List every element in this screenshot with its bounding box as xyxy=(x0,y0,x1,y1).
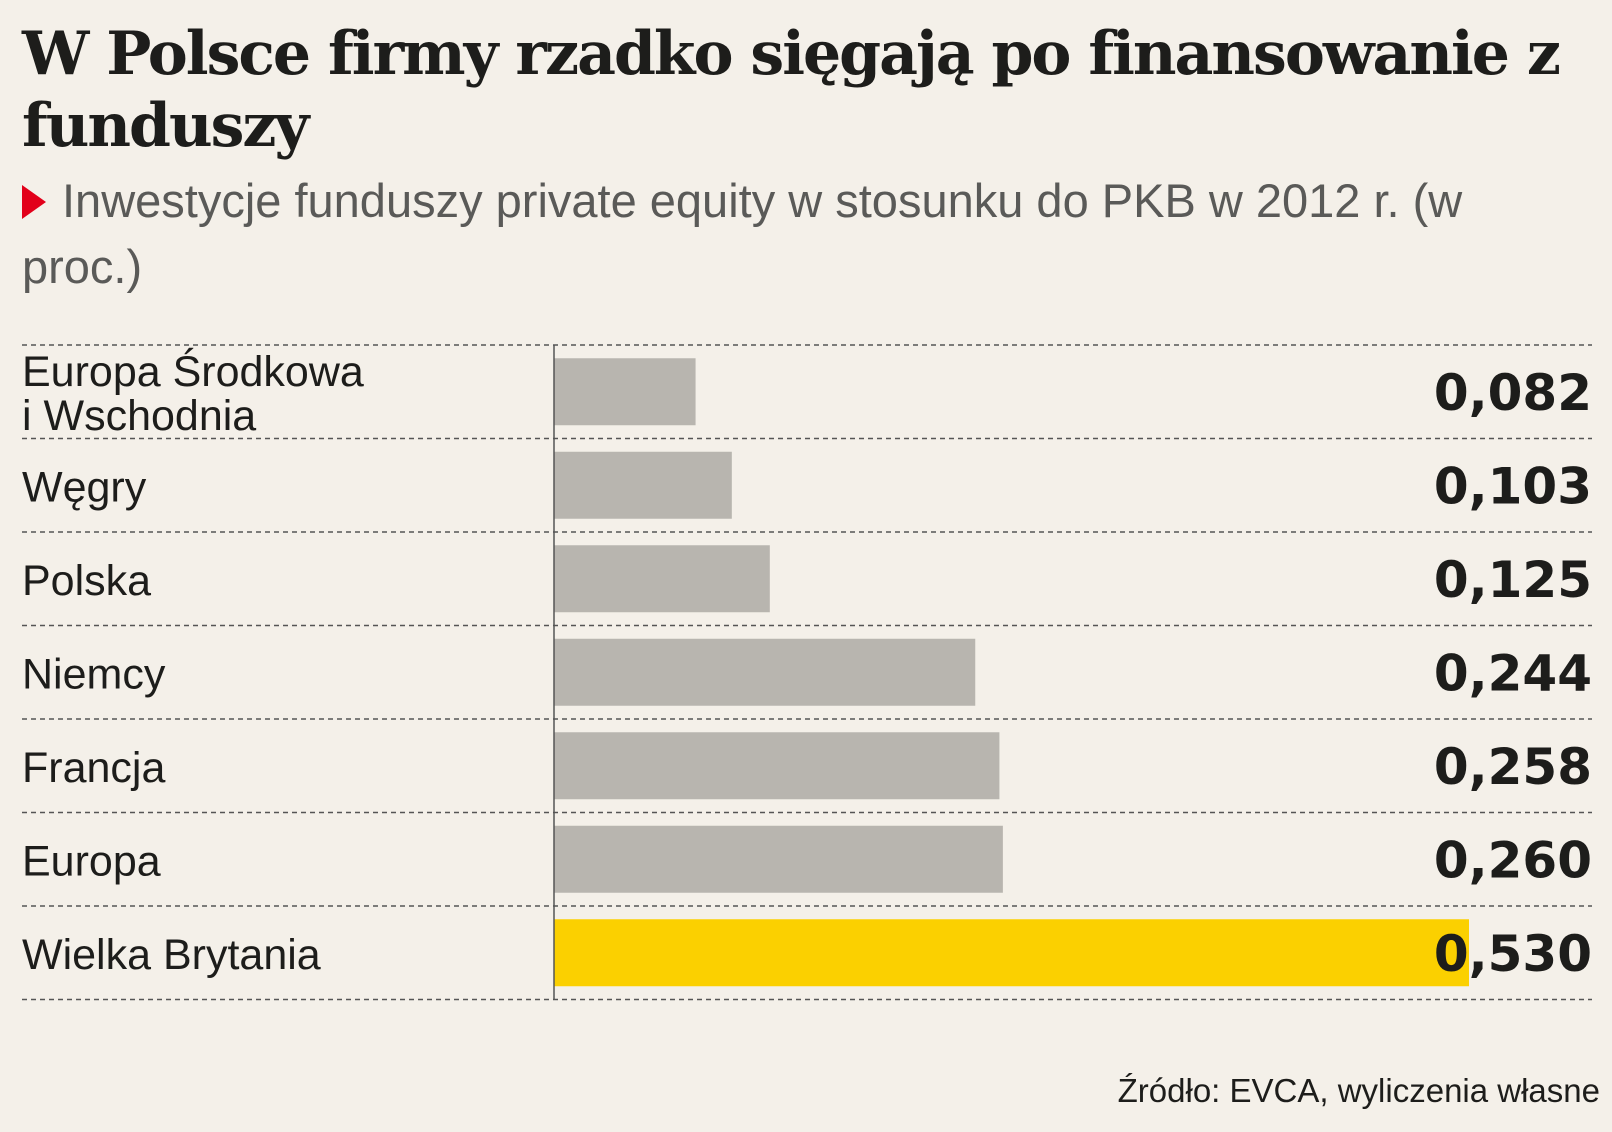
bar xyxy=(554,451,732,519)
chart-title: W Polsce firmy rzadko sięgają po finanso… xyxy=(22,19,1561,161)
value-label: 0,530 xyxy=(1434,925,1592,983)
value-label: 0,125 xyxy=(1434,551,1592,609)
chart-subtitle-text: Inwestycje funduszy private equity w sto… xyxy=(22,174,1463,293)
value-label: 0,082 xyxy=(1434,364,1592,422)
source-note: Źródło: EVCA, wyliczenia własne xyxy=(1117,1072,1600,1109)
bar xyxy=(554,732,1000,800)
chart-subtitle: Inwestycje funduszy private equity w sto… xyxy=(22,168,1562,300)
category-label: Europa Środkowa i Wschodnia xyxy=(22,347,364,440)
value-label: 0,258 xyxy=(1434,738,1592,796)
bar xyxy=(554,919,1469,987)
value-label: 0,244 xyxy=(1434,644,1592,702)
category-label-line: Europa Środkowa xyxy=(22,347,364,396)
triangle-marker-icon xyxy=(22,185,46,219)
bar xyxy=(554,638,976,706)
category-label: Francja xyxy=(22,744,165,792)
category-label-line: i Wschodnia xyxy=(22,392,256,440)
bar-chart: Europa Środkowa i Wschodnia 0,082 Węgry 0,10… xyxy=(22,344,1592,1001)
bar xyxy=(554,358,696,426)
category-label: Wielka Brytania xyxy=(22,931,321,979)
category-label: Polska xyxy=(22,557,151,605)
bar xyxy=(554,825,1003,893)
bar xyxy=(554,545,770,613)
category-label: Węgry xyxy=(22,463,147,511)
value-label: 0,103 xyxy=(1434,457,1592,515)
value-label: 0,260 xyxy=(1434,831,1592,889)
category-label: Europa xyxy=(22,837,161,885)
category-label: Niemcy xyxy=(22,650,166,698)
